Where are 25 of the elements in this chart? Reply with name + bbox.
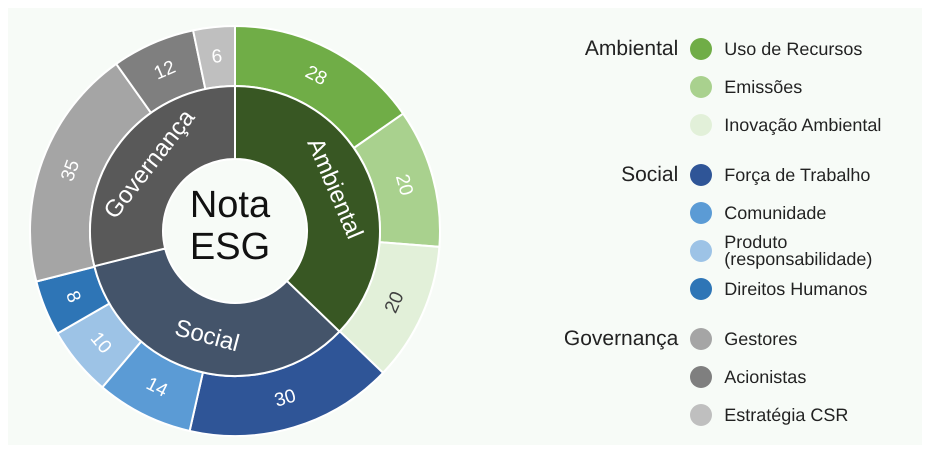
legend-label: Direitos Humanos	[724, 278, 868, 298]
data-label: 6	[210, 46, 224, 68]
data-label: 20	[380, 288, 409, 316]
legend-label: Força de Trabalho	[724, 164, 872, 184]
legend-label: Inovação Ambiental	[724, 114, 882, 134]
data-label: 28	[302, 62, 330, 90]
slice-label: Social	[172, 314, 242, 358]
category-label: Ambiental	[584, 37, 678, 60]
legend-label: Estratégia CSR	[724, 404, 850, 424]
data-label: 12	[151, 56, 179, 84]
legend-label: Gestores	[724, 328, 798, 348]
data-label: 8	[61, 288, 85, 306]
category-label: Governança	[564, 327, 678, 350]
data-label: 35	[57, 157, 84, 184]
category-label: Social	[621, 163, 678, 186]
data-label: 14	[142, 373, 172, 402]
legend-label: Produto (responsabilidade)	[724, 232, 874, 269]
legend-label: Comunidade	[724, 202, 828, 222]
legend-label: Uso de Recursos	[724, 38, 864, 58]
data-label: 10	[86, 328, 116, 358]
data-label: 30	[272, 386, 298, 412]
text: Nota ESG	[190, 184, 272, 270]
data-label: 20	[390, 172, 417, 198]
legend-label: Emissões	[724, 76, 804, 96]
legend-label: Acionistas	[724, 366, 808, 386]
